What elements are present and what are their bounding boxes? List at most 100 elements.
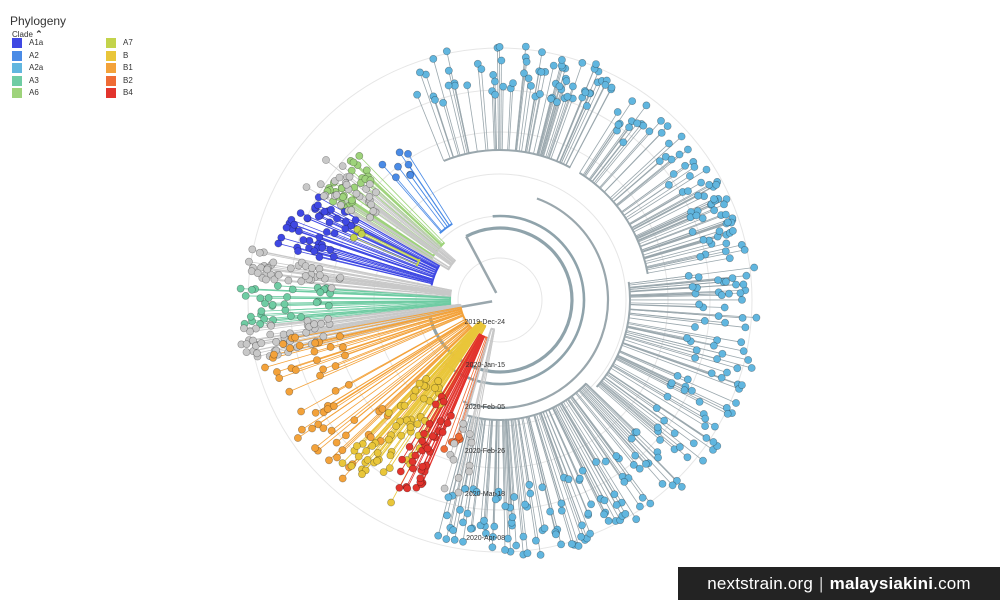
tip-node[interactable] bbox=[341, 431, 350, 440]
tip-node[interactable] bbox=[607, 83, 616, 92]
tip-node[interactable] bbox=[314, 420, 323, 429]
tip-node[interactable] bbox=[738, 313, 747, 322]
tip-node[interactable] bbox=[351, 216, 360, 224]
tip-node[interactable] bbox=[612, 501, 621, 509]
tip-node[interactable] bbox=[695, 397, 704, 406]
tip-node[interactable] bbox=[691, 353, 699, 362]
tip-node[interactable] bbox=[688, 386, 696, 395]
tip-node[interactable] bbox=[305, 244, 313, 252]
tip-node[interactable] bbox=[297, 407, 305, 416]
tip-node[interactable] bbox=[256, 294, 265, 303]
tip-node[interactable] bbox=[347, 461, 356, 470]
tip-node[interactable] bbox=[294, 227, 303, 236]
tip-node[interactable] bbox=[440, 484, 449, 493]
tip-node[interactable] bbox=[712, 180, 721, 189]
tip-node[interactable] bbox=[329, 252, 338, 261]
tip-node[interactable] bbox=[261, 363, 269, 372]
tip-node[interactable] bbox=[707, 369, 716, 378]
tip-node[interactable] bbox=[419, 394, 428, 403]
tip-node[interactable] bbox=[717, 373, 726, 382]
tip-node[interactable] bbox=[747, 364, 756, 372]
tip-node[interactable] bbox=[411, 451, 420, 460]
tip-node[interactable] bbox=[331, 386, 340, 395]
tip-node[interactable] bbox=[286, 312, 295, 320]
tip-node[interactable] bbox=[423, 444, 432, 453]
tip-node[interactable] bbox=[684, 145, 692, 154]
tip-node[interactable] bbox=[668, 481, 677, 490]
tip-node[interactable] bbox=[722, 277, 730, 286]
tip-node[interactable] bbox=[718, 349, 727, 358]
tip-node[interactable] bbox=[268, 300, 277, 309]
tip-node[interactable] bbox=[741, 323, 750, 332]
tip-node[interactable] bbox=[465, 467, 473, 476]
tip-node[interactable] bbox=[395, 483, 404, 492]
tip-node[interactable] bbox=[395, 148, 404, 157]
tip-node[interactable] bbox=[303, 214, 312, 222]
tip-node[interactable] bbox=[612, 452, 621, 460]
tip-node[interactable] bbox=[459, 419, 468, 428]
tip-node[interactable] bbox=[495, 43, 504, 51]
tip-node[interactable] bbox=[613, 108, 622, 116]
tip-node[interactable] bbox=[338, 343, 347, 352]
tip-node[interactable] bbox=[431, 400, 440, 409]
tip-node[interactable] bbox=[522, 57, 531, 66]
tip-node[interactable] bbox=[619, 138, 628, 147]
tip-node[interactable] bbox=[620, 477, 629, 486]
tip-node[interactable] bbox=[434, 531, 443, 540]
tip-node[interactable] bbox=[750, 263, 759, 272]
tip-node[interactable] bbox=[327, 205, 335, 214]
tip-node[interactable] bbox=[325, 456, 333, 465]
tip-node[interactable] bbox=[241, 291, 250, 300]
tip-node[interactable] bbox=[418, 462, 427, 471]
tip-node[interactable] bbox=[310, 320, 319, 329]
tip-node[interactable] bbox=[347, 206, 356, 215]
clade-legend-toggle[interactable]: Clade ⌃ bbox=[12, 29, 43, 40]
tip-node[interactable] bbox=[732, 399, 740, 407]
tip-node[interactable] bbox=[413, 90, 421, 99]
tip-node[interactable] bbox=[311, 408, 320, 417]
tip-node[interactable] bbox=[715, 227, 724, 236]
tip-node[interactable] bbox=[415, 379, 424, 388]
tip-node[interactable] bbox=[553, 98, 561, 107]
tip-node[interactable] bbox=[723, 409, 732, 418]
tip-node[interactable] bbox=[575, 474, 584, 483]
tip-node[interactable] bbox=[253, 349, 261, 358]
tip-node[interactable] bbox=[291, 366, 300, 374]
tip-node[interactable] bbox=[577, 532, 585, 541]
tip-node[interactable] bbox=[592, 458, 600, 466]
tip-node[interactable] bbox=[709, 438, 718, 446]
tip-node[interactable] bbox=[681, 161, 689, 170]
tip-node[interactable] bbox=[540, 524, 549, 533]
tip-node[interactable] bbox=[429, 55, 438, 63]
tip-node[interactable] bbox=[283, 293, 291, 301]
tip-node[interactable] bbox=[629, 460, 638, 469]
tip-node[interactable] bbox=[263, 265, 272, 274]
tip-node[interactable] bbox=[450, 439, 459, 448]
tip-node[interactable] bbox=[286, 344, 294, 353]
tip-node[interactable] bbox=[610, 490, 619, 499]
tip-node[interactable] bbox=[338, 474, 347, 483]
tip-node[interactable] bbox=[592, 60, 600, 68]
tip-node[interactable] bbox=[317, 319, 325, 328]
tip-node[interactable] bbox=[391, 173, 400, 182]
tip-node[interactable] bbox=[244, 257, 253, 266]
tip-node[interactable] bbox=[242, 340, 251, 348]
legend-item-b2[interactable]: B2 bbox=[106, 75, 133, 86]
tip-node[interactable] bbox=[387, 498, 395, 507]
tip-node[interactable] bbox=[386, 451, 395, 460]
tip-node[interactable] bbox=[415, 68, 424, 77]
tip-node[interactable] bbox=[738, 295, 746, 304]
tip-node[interactable] bbox=[322, 156, 330, 164]
legend-item-b4[interactable]: B4 bbox=[106, 88, 133, 98]
tip-node[interactable] bbox=[663, 392, 672, 401]
tip-node[interactable] bbox=[280, 300, 289, 309]
tip-node[interactable] bbox=[296, 209, 305, 217]
tip-node[interactable] bbox=[725, 289, 733, 298]
tip-node[interactable] bbox=[246, 312, 255, 321]
tip-node[interactable] bbox=[628, 97, 637, 105]
tip-node[interactable] bbox=[253, 269, 262, 277]
tip-node[interactable] bbox=[676, 443, 684, 451]
tip-node[interactable] bbox=[717, 291, 726, 300]
tip-node[interactable] bbox=[257, 307, 266, 316]
tip-node[interactable] bbox=[447, 411, 455, 420]
